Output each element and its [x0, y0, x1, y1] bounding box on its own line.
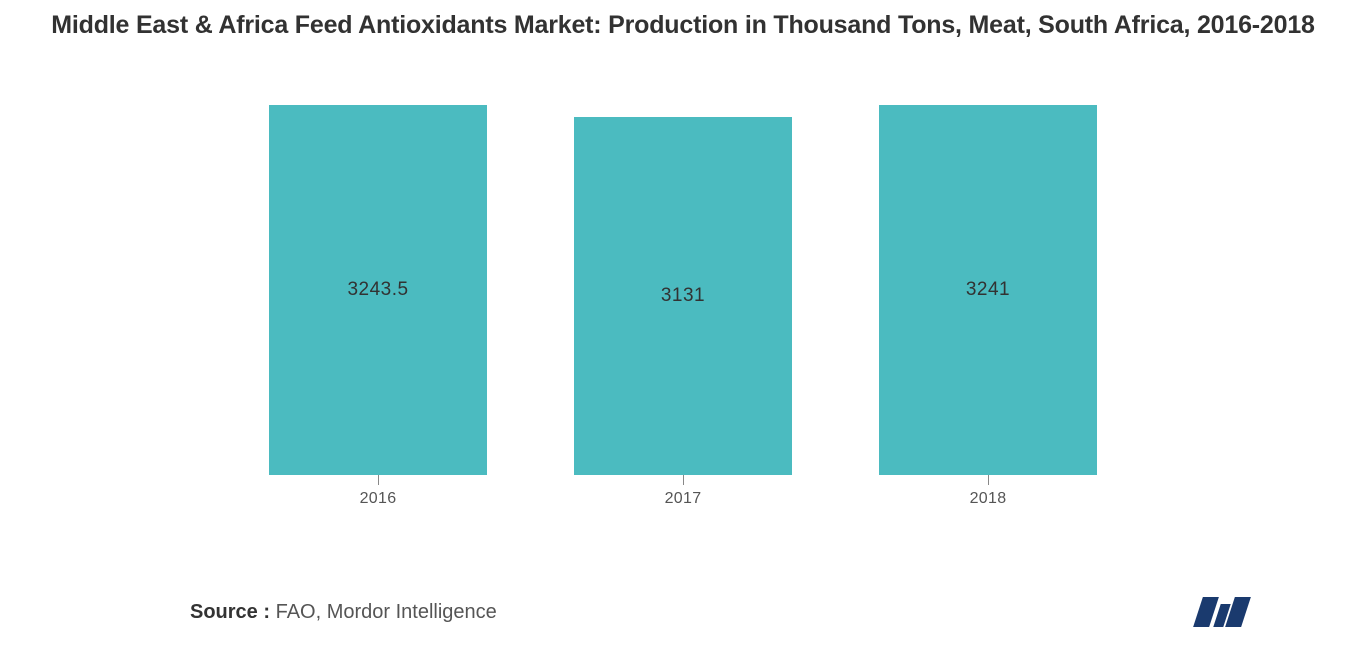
source-value: FAO, Mordor Intelligence: [270, 601, 497, 623]
bar-group: 3131 2017: [573, 117, 793, 508]
bar-2016: 3243.5: [269, 105, 487, 475]
bar-group: 3243.5 2016: [268, 105, 488, 508]
bar-group: 3241 2018: [878, 105, 1098, 508]
bar-2018: 3241: [879, 105, 1097, 475]
source-row: Source : FAO, Mordor Intelligence: [190, 597, 1326, 627]
logo-bar: [1225, 597, 1251, 627]
bar-value-label: 3243.5: [347, 279, 408, 301]
tick-line: [378, 475, 379, 485]
x-axis-label: 2016: [360, 490, 397, 508]
source-text: Source : FAO, Mordor Intelligence: [190, 601, 497, 624]
tick-line: [988, 475, 989, 485]
x-axis-label: 2018: [970, 490, 1007, 508]
source-label: Source :: [190, 601, 270, 623]
bar-value-label: 3241: [966, 279, 1010, 301]
x-axis-label: 2017: [665, 490, 702, 508]
chart-title: Middle East & Africa Feed Antioxidants M…: [0, 0, 1366, 43]
tick-line: [683, 475, 684, 485]
bar-2017: 3131: [574, 117, 792, 475]
bar-value-label: 3131: [661, 285, 705, 307]
chart-area: 3243.5 2016 3131 2017 3241 2018: [0, 78, 1366, 508]
mordor-logo-icon: [1198, 597, 1246, 627]
